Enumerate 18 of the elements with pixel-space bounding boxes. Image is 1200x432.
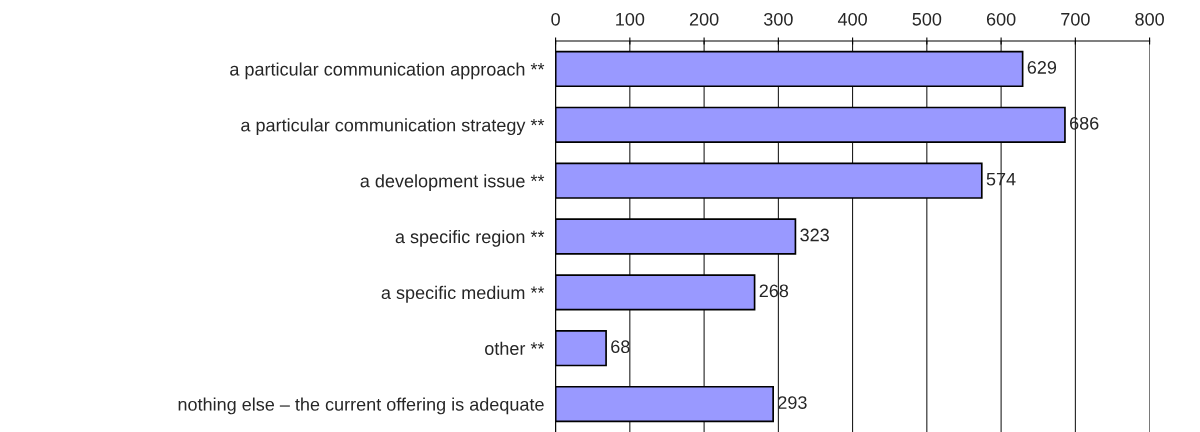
y-tick-label: other ** — [485, 341, 545, 355]
x-tick-label: 200 — [689, 12, 719, 26]
data-label: 629 — [1027, 61, 1057, 74]
x-tick-label: 700 — [1061, 12, 1090, 26]
y-tick-label: a development issue ** — [360, 174, 545, 191]
x-tick-label: 400 — [837, 12, 867, 26]
x-tick-label: 100 — [616, 12, 645, 26]
data-label: 323 — [800, 228, 829, 242]
y-tick-label: a particular communication strategy ** — [241, 118, 545, 136]
x-tick-label: 500 — [912, 12, 942, 26]
y-tick-label: a specific region ** — [395, 229, 545, 247]
x-tick-label: 800 — [1135, 12, 1164, 26]
x-tick-label: 600 — [986, 12, 1016, 26]
y-tick-label: nothing else – the current offering is adequate — [178, 397, 544, 415]
x-tick-label: 0 — [551, 12, 560, 26]
y-tick-label: a particular communication approach ** — [230, 62, 545, 80]
x-tick-label: 300 — [763, 12, 793, 26]
y-tick-label: a specific medium ** — [381, 285, 545, 303]
